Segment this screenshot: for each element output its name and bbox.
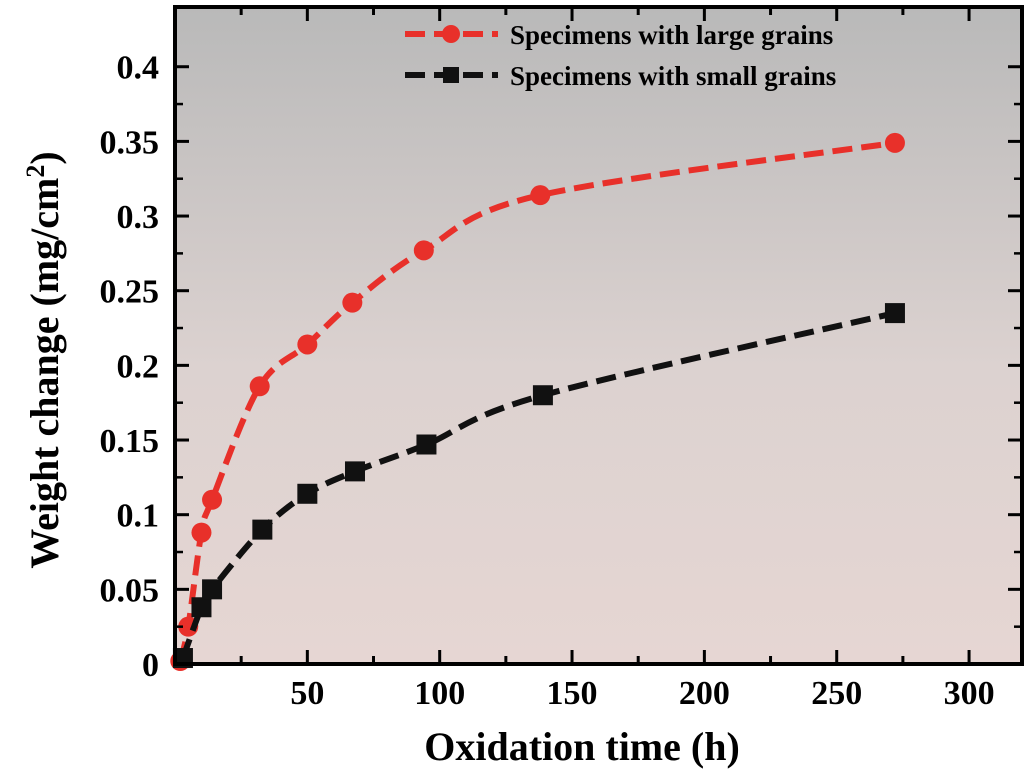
data-point-small-grains	[191, 597, 212, 618]
data-point-small-grains	[252, 519, 273, 540]
legend-label-small-grains: Specimens with small grains	[510, 61, 836, 91]
data-point-large-grains	[202, 489, 223, 510]
x-tick-label: 200	[679, 675, 730, 712]
series-layer	[170, 132, 905, 672]
y-tick-label: 0.4	[117, 50, 160, 87]
data-point-large-grains	[191, 522, 212, 543]
y-tick-label: 0.2	[117, 348, 160, 385]
legend: Specimens with large grains Specimens wi…	[405, 20, 836, 91]
x-tick-label: 150	[547, 675, 598, 712]
y-tick-label: 0.15	[100, 423, 160, 460]
y-tick-label: 0.3	[117, 199, 160, 236]
y-axis-title: Weight change (mg/cm2)	[21, 151, 67, 568]
data-point-large-grains	[342, 292, 363, 313]
data-point-large-grains	[530, 185, 551, 206]
y-axis-title-close: )	[22, 151, 67, 164]
plot-frame	[173, 5, 1024, 666]
data-point-small-grains	[202, 579, 223, 600]
x-tick-label: 250	[811, 675, 862, 712]
legend-marker-small-grains	[443, 67, 459, 83]
y-tick-label: 0.1	[117, 498, 160, 535]
y-tick-label: 0.35	[100, 124, 160, 161]
data-point-large-grains	[297, 334, 318, 355]
x-tick-label: 50	[290, 675, 324, 712]
tick-label-layer: 0 0.05 0.1 0.15 0.2 0.25 0.3 0.35 0.4 50 100 150 200…	[100, 50, 995, 712]
y-axis-title-main: Weight change (mg/cm	[22, 178, 67, 569]
x-tick-label: 300	[944, 675, 995, 712]
data-point-small-grains	[884, 303, 905, 324]
tick-layer	[175, 7, 1022, 666]
legend-label-large-grains: Specimens with large grains	[510, 20, 833, 50]
data-point-small-grains	[416, 434, 437, 455]
x-axis-title: Oxidation time (h)	[424, 724, 740, 769]
legend-marker-large-grains	[442, 25, 460, 43]
data-point-large-grains	[249, 376, 270, 397]
y-tick-label: 0	[142, 647, 159, 684]
x-tick-label: 100	[414, 675, 465, 712]
data-point-large-grains	[884, 132, 905, 153]
data-point-large-grains	[413, 240, 434, 261]
y-tick-label: 0.05	[100, 572, 160, 609]
data-point-small-grains	[344, 461, 365, 482]
plot-area	[175, 7, 1022, 664]
y-tick-label: 0.25	[100, 274, 160, 311]
y-axis-title-superscript: 2	[21, 165, 50, 178]
data-point-small-grains	[532, 385, 553, 406]
data-point-small-grains	[297, 483, 318, 504]
